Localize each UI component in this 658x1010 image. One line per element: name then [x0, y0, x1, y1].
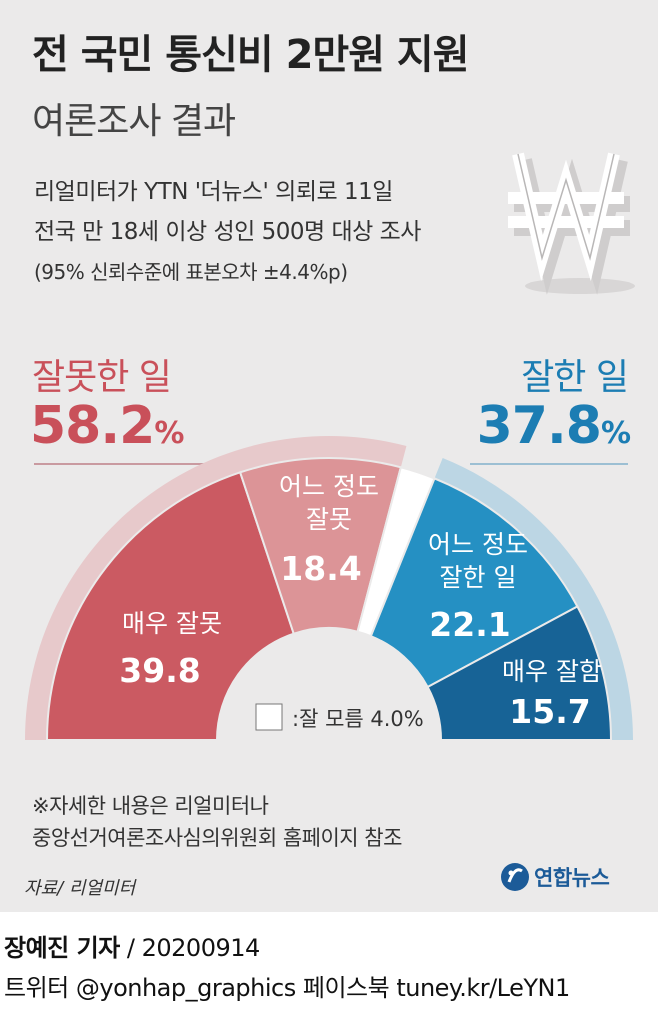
legend-swatch-unknown — [255, 703, 283, 731]
chart-slice-labels: 매우 잘못 39.8 어느 정도 잘못 18.4 어느 정도 잘한 일 22.1… — [119, 472, 602, 731]
chart-slices — [45, 457, 613, 741]
social-links: 트위터 @yonhap_graphics 페이스북 tuney.kr/LeYN1 — [4, 974, 570, 1002]
slice-value-very-wrong: 39.8 — [119, 651, 200, 690]
yonhap-logo-icon — [501, 863, 529, 891]
survey-info-line-3: (95% 신뢰수준에 표본오차 ±4.4%p) — [34, 260, 348, 284]
negative-underline — [34, 463, 284, 465]
slice-value-somewhat-wrong: 18.4 — [280, 549, 361, 588]
slice-value-somewhat-right: 22.1 — [429, 605, 510, 644]
slice-4 — [426, 605, 613, 741]
infographic-card: 전 국민 통신비 2만원 지원 여론조사 결과 리얼미터가 YTN '더뉴스' … — [0, 0, 658, 912]
negative-group-value: 58.2% — [30, 396, 184, 456]
slice-0 — [45, 471, 295, 741]
slice-label-somewhat-wrong-1: 어느 정도 — [279, 472, 379, 501]
yonhap-logo: 연합뉴스 — [500, 862, 610, 892]
legend: :잘 모름 4.0% — [255, 703, 424, 731]
legend-label-unknown: :잘 모름 4.0% — [292, 707, 424, 731]
slice-3 — [369, 477, 579, 689]
slice-label-somewhat-right-1: 어느 정도 — [428, 530, 528, 559]
logo-text: 연합뉴스 — [534, 866, 610, 890]
page-title: 전 국민 통신비 2만원 지원 — [32, 32, 470, 78]
slice-label-somewhat-wrong-2: 잘못 — [306, 505, 352, 534]
survey-info-line-2: 전국 만 18세 이상 성인 500명 대상 조사 — [34, 219, 421, 245]
footnote-line-1: ※자세한 내용은 리얼미터나 — [32, 794, 269, 818]
source-label: 자료/ 리얼미터 — [24, 878, 136, 899]
negative-group-label: 잘못한 일 — [32, 357, 172, 398]
page-subtitle: 여론조사 결과 — [32, 101, 236, 142]
slice-label-somewhat-right-2: 잘한 일 — [440, 563, 517, 592]
reporter-credit: 장예진 기자 / 20200914 — [4, 934, 260, 962]
slice-value-very-right: 15.7 — [509, 692, 590, 731]
slice-label-very-wrong: 매우 잘못 — [122, 609, 222, 638]
positive-group-label: 잘한 일 — [521, 357, 629, 398]
positive-underline — [470, 463, 628, 465]
donut-chart: 매우 잘못 39.8 어느 정도 잘못 18.4 어느 정도 잘한 일 22.1… — [25, 435, 633, 741]
won-sign-icon — [508, 152, 635, 295]
slice-label-very-right: 매우 잘함 — [502, 657, 602, 686]
positive-group-value: 37.8% — [476, 396, 631, 456]
survey-info-line-1: 리얼미터가 YTN '더뉴스' 의뢰로 11일 — [34, 179, 393, 205]
footnote-line-2: 중앙선거여론조사심의위원회 홈페이지 참조 — [32, 826, 402, 850]
